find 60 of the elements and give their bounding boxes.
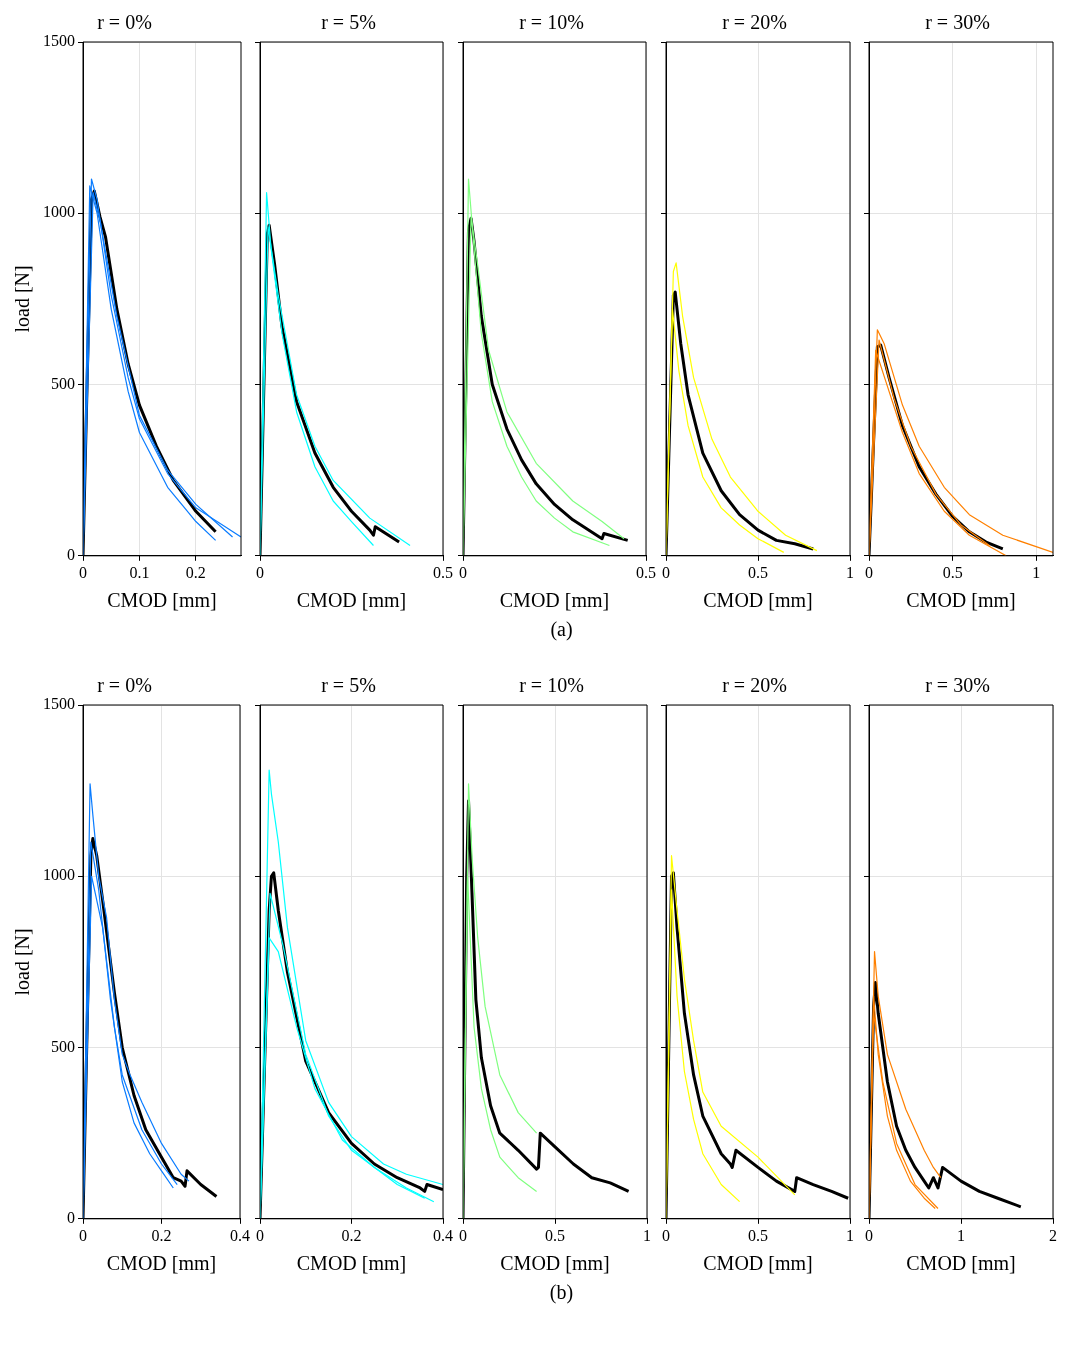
text: (a)	[550, 618, 573, 640]
y-tick-label: 1000	[43, 203, 75, 221]
x-tick-label: 0	[662, 1226, 670, 1244]
x-axis-title: CMOD [mm]	[499, 589, 610, 612]
y-axis-title: load [N]	[11, 265, 34, 333]
x-tick-label: 1	[846, 563, 854, 581]
x-tick-label: 0	[865, 563, 873, 581]
x-tick-label: 0.5	[748, 563, 768, 581]
x-axis-title: CMOD [mm]	[107, 589, 217, 612]
x-tick-label: 0	[79, 1226, 87, 1244]
y-tick-label: 500	[51, 1037, 75, 1055]
x-tick-label: 1	[643, 1226, 651, 1244]
x-tick-label: 0.5	[433, 563, 453, 581]
x-tick-label: 0.2	[151, 1226, 172, 1244]
x-tick-label: 1	[846, 1226, 854, 1244]
x-tick-label: 0	[256, 1226, 264, 1244]
chart-title: r = 30%	[925, 674, 990, 697]
y-tick-label: 0	[67, 546, 75, 563]
x-tick-label: 0.5	[545, 1226, 565, 1244]
x-axis-title: CMOD [mm]	[106, 1252, 217, 1275]
x-tick-label: 1	[1032, 563, 1041, 581]
x-axis-title: CMOD [mm]	[906, 589, 1016, 612]
x-tick-label: 0.5	[942, 563, 963, 581]
x-axis-title: CMOD [mm]	[906, 1252, 1016, 1275]
chart-title: r = 0%	[97, 674, 152, 697]
y-axis-title: load [N]	[11, 928, 34, 996]
x-axis-title: CMOD [mm]	[703, 1252, 813, 1275]
chart-title: r = 0%	[97, 11, 152, 34]
x-tick-label: 0.4	[433, 1226, 453, 1244]
chart-title: r = 20%	[722, 11, 787, 34]
chart-title: r = 20%	[722, 674, 787, 697]
x-tick-label: 0.1	[129, 563, 150, 581]
chart-title: r = 5%	[321, 674, 376, 697]
chart-title: r = 10%	[519, 11, 584, 34]
x-tick-label: 0	[459, 1226, 467, 1244]
x-tick-label: 0.5	[748, 1226, 768, 1244]
x-tick-label: 0	[865, 1226, 873, 1244]
y-tick-label: 1500	[43, 32, 75, 50]
x-tick-label: 0.4	[230, 1226, 250, 1244]
x-tick-label: 0.5	[636, 563, 656, 581]
x-tick-label: 0.2	[185, 563, 206, 581]
x-tick-label: 1	[957, 1226, 965, 1244]
x-tick-label: 0	[79, 563, 87, 581]
x-tick-label: 2	[1049, 1226, 1057, 1244]
x-tick-label: 0	[459, 563, 467, 581]
y-tick-label: 1000	[43, 866, 75, 884]
x-tick-label: 0	[256, 563, 264, 581]
x-tick-label: 0.2	[341, 1226, 362, 1244]
x-axis-title: CMOD [mm]	[296, 1252, 407, 1275]
x-axis-title: CMOD [mm]	[296, 589, 407, 612]
y-tick-label: 1500	[43, 695, 75, 713]
chart-title: r = 5%	[321, 11, 376, 34]
text: (b)	[549, 1281, 574, 1303]
x-axis-title: CMOD [mm]	[703, 589, 813, 612]
chart-title: r = 10%	[519, 674, 584, 697]
y-tick-label: 0	[67, 1209, 75, 1226]
x-axis-title: CMOD [mm]	[500, 1252, 610, 1275]
chart-title: r = 30%	[925, 11, 990, 34]
x-tick-label: 0	[662, 563, 670, 581]
y-tick-label: 500	[51, 374, 75, 392]
